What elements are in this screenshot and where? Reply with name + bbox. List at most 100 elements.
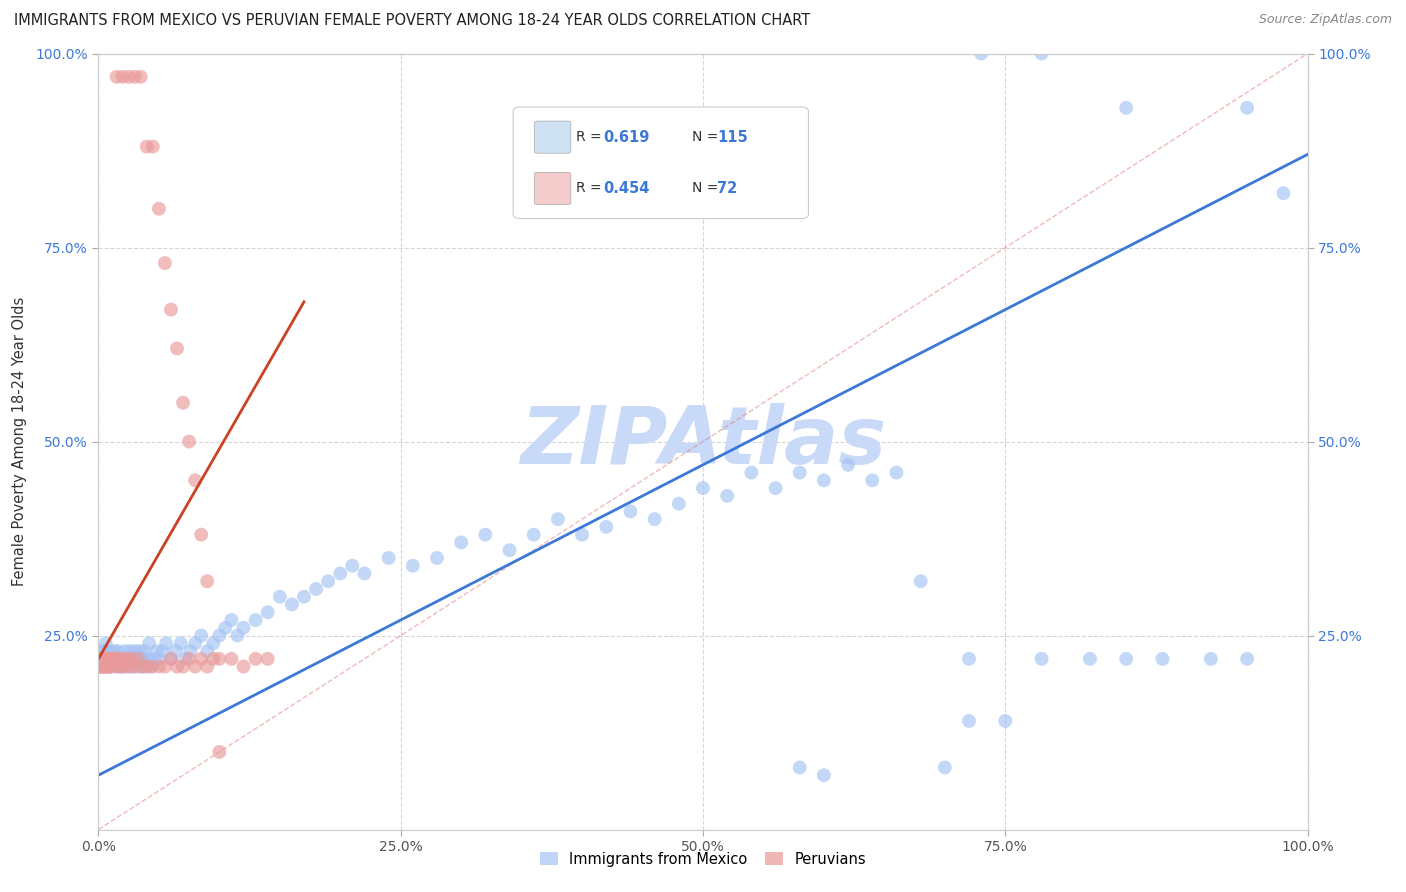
Point — [91, 644, 114, 658]
Point — [141, 659, 163, 673]
Point — [98, 652, 121, 666]
Point — [256, 652, 278, 666]
Point — [837, 458, 859, 472]
Point — [692, 481, 714, 495]
Point — [1115, 652, 1137, 666]
Point — [91, 652, 114, 666]
Point — [160, 652, 183, 666]
Text: IMMIGRANTS FROM MEXICO VS PERUVIAN FEMALE POVERTY AMONG 18-24 YEAR OLDS CORRELAT: IMMIGRANTS FROM MEXICO VS PERUVIAN FEMAL… — [14, 13, 810, 29]
Point — [100, 652, 122, 666]
Point — [129, 652, 152, 666]
Point — [184, 659, 207, 673]
Point — [426, 551, 449, 566]
Text: R =: R = — [576, 181, 606, 195]
Point — [179, 644, 201, 658]
Point — [202, 636, 225, 650]
Point — [103, 652, 125, 666]
Point — [111, 70, 134, 84]
Point — [221, 652, 243, 666]
Point — [957, 652, 980, 666]
Point — [101, 652, 124, 666]
Point — [789, 466, 811, 480]
Point — [94, 652, 117, 666]
Point — [96, 652, 118, 666]
Point — [97, 659, 120, 673]
Point — [129, 70, 152, 84]
Point — [90, 659, 112, 673]
Point — [107, 659, 129, 673]
Point — [305, 582, 328, 596]
Point — [970, 46, 993, 61]
Point — [402, 558, 425, 573]
Point — [160, 652, 183, 666]
Point — [169, 636, 191, 650]
Point — [93, 652, 115, 666]
Point — [134, 644, 156, 658]
Text: 115: 115 — [717, 129, 748, 145]
Point — [523, 527, 546, 541]
Point — [114, 644, 136, 658]
Point — [860, 473, 883, 487]
Point — [97, 659, 120, 673]
Point — [172, 659, 194, 673]
Point — [104, 652, 127, 666]
Point — [135, 652, 157, 666]
Point — [118, 659, 141, 673]
Point — [1031, 46, 1053, 61]
Text: 0.454: 0.454 — [603, 181, 650, 196]
Point — [179, 434, 201, 449]
Point — [256, 605, 278, 619]
Point — [103, 644, 125, 658]
Point — [329, 566, 352, 581]
Point — [118, 652, 141, 666]
Point — [1236, 652, 1258, 666]
Point — [93, 644, 115, 658]
Point — [131, 659, 153, 673]
Point — [100, 652, 122, 666]
Point — [1236, 101, 1258, 115]
Point — [117, 652, 139, 666]
Point — [90, 652, 112, 666]
Point — [1115, 101, 1137, 115]
Point — [105, 659, 128, 673]
Point — [152, 644, 174, 658]
Point — [118, 644, 141, 658]
Point — [195, 659, 218, 673]
Point — [957, 714, 980, 728]
Point — [789, 760, 811, 774]
Point — [619, 504, 641, 518]
Point — [100, 659, 122, 673]
Point — [160, 302, 183, 317]
Text: 0.619: 0.619 — [603, 129, 650, 145]
Point — [100, 659, 122, 673]
Point — [202, 652, 225, 666]
Point — [124, 644, 146, 658]
Point — [316, 574, 339, 589]
Point — [232, 659, 254, 673]
Point — [128, 644, 150, 658]
Point — [1272, 186, 1295, 201]
Point — [124, 70, 146, 84]
Point — [127, 652, 149, 666]
Point — [111, 652, 134, 666]
Point — [117, 659, 139, 673]
Text: 72: 72 — [717, 181, 737, 196]
Point — [91, 659, 114, 673]
Text: Source: ZipAtlas.com: Source: ZipAtlas.com — [1258, 13, 1392, 27]
Point — [142, 139, 165, 153]
Point — [179, 652, 201, 666]
Point — [195, 574, 218, 589]
Point — [377, 551, 399, 566]
Point — [148, 652, 170, 666]
Point — [138, 636, 160, 650]
Point — [547, 512, 569, 526]
Point — [121, 652, 143, 666]
Point — [166, 342, 188, 356]
Point — [112, 652, 135, 666]
Point — [101, 652, 124, 666]
Point — [195, 644, 218, 658]
Point — [141, 659, 163, 673]
Point — [153, 256, 176, 270]
Point — [1152, 652, 1174, 666]
Y-axis label: Female Poverty Among 18-24 Year Olds: Female Poverty Among 18-24 Year Olds — [13, 297, 27, 586]
